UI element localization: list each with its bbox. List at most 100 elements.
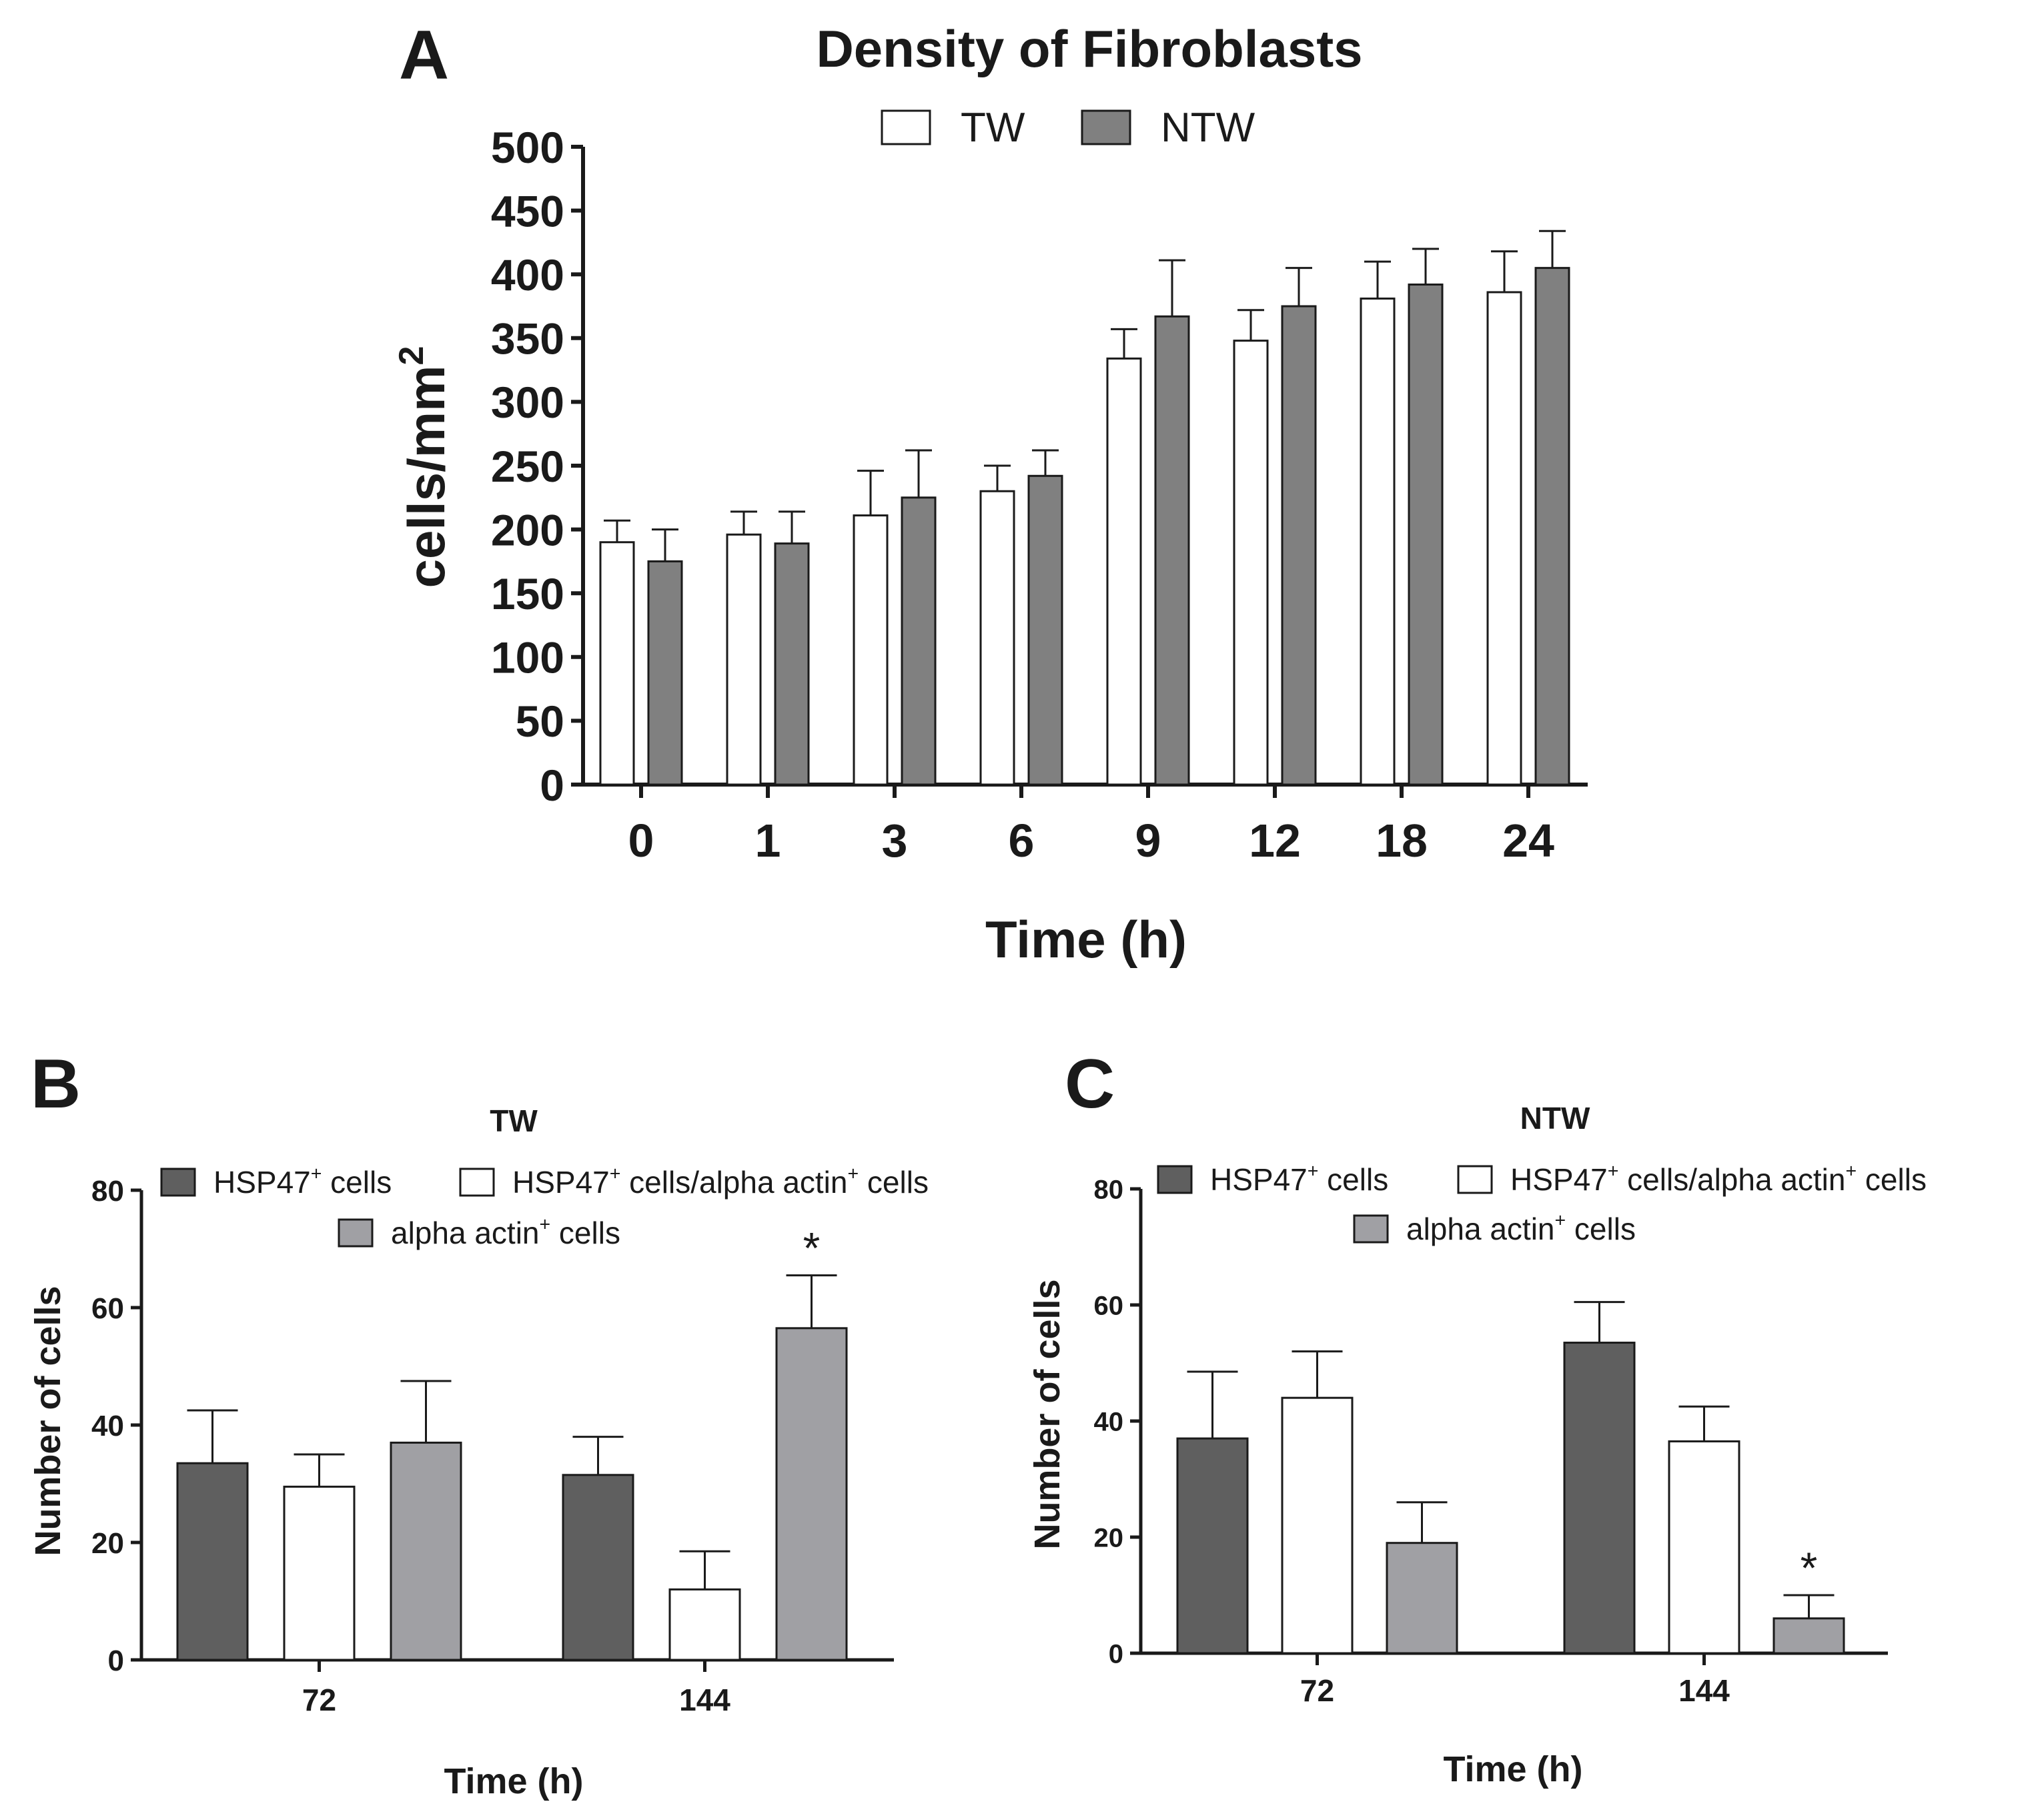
chart-c-legend-label-part: cells/alpha actin bbox=[1618, 1162, 1845, 1197]
chart-a-axes: 0 50 100 150 200 250 300 350 400 450 500 0 1 3 6 9 12 18 2… bbox=[491, 123, 1588, 867]
chart-a-bar bbox=[979, 490, 1015, 786]
chart-c-significance-annotation: * bbox=[1801, 1543, 1818, 1592]
chart-b-y-tick-label: 0 bbox=[108, 1645, 124, 1677]
chart-c-axes: 0 20 40 60 80 72 144 bbox=[1094, 1175, 1888, 1708]
chart-c-legend-label-part: HSP47 bbox=[1210, 1162, 1308, 1197]
chart-c-legend-label-part: cells bbox=[1318, 1162, 1388, 1197]
chart-c-bar bbox=[1668, 1440, 1740, 1655]
chart-c-y-tick-label: 40 bbox=[1094, 1407, 1124, 1436]
chart-b-bars: * bbox=[176, 1224, 848, 1661]
chart-a-bar bbox=[1281, 305, 1317, 786]
chart-a-ylabel: cells/mm2 bbox=[392, 346, 456, 588]
chart-c-x-tick-label: 72 bbox=[1300, 1673, 1334, 1708]
chart-a-bar bbox=[647, 560, 683, 786]
chart-a-bar bbox=[1106, 357, 1142, 786]
chart-c-title: NTW bbox=[1520, 1101, 1590, 1135]
chart-b-y-tick-label: 80 bbox=[91, 1175, 124, 1208]
chart-b-y-tick-label: 40 bbox=[91, 1410, 124, 1442]
chart-a-bar bbox=[1408, 283, 1444, 786]
chart-b-legend-label-part: cells bbox=[859, 1165, 929, 1200]
chart-c-legend-label-superscript: + bbox=[1608, 1161, 1619, 1182]
chart-b-axes: 0 20 40 60 80 72 144 bbox=[91, 1175, 894, 1717]
chart-a-y-tick-label: 350 bbox=[491, 314, 564, 364]
chart-a-bar bbox=[599, 541, 635, 786]
chart-c-legend-label-part: cells bbox=[1566, 1212, 1636, 1246]
chart-c-legend-label-superscript: + bbox=[1555, 1210, 1566, 1232]
chart-a-bar bbox=[774, 542, 810, 786]
chart-c-legend-label-part: cells bbox=[1857, 1162, 1927, 1197]
chart-c-legend-swatch bbox=[1157, 1165, 1193, 1194]
chart-c-legend-label-superscript: + bbox=[1846, 1161, 1857, 1182]
chart-a-y-tick-label: 300 bbox=[491, 378, 564, 427]
chart-a-bar bbox=[726, 533, 762, 786]
chart-a-xlabel: Time (h) bbox=[985, 910, 1187, 969]
chart-b-legend-label-superscript: + bbox=[610, 1164, 621, 1185]
chart-a-legend-label: NTW bbox=[1161, 105, 1255, 151]
chart-c-bar bbox=[1176, 1437, 1249, 1655]
chart-a-title: Density of Fibroblasts bbox=[816, 19, 1362, 78]
chart-b-legend-swatch bbox=[338, 1218, 374, 1248]
chart-a-bar bbox=[1486, 291, 1522, 786]
chart-panel-b: TW HSP47+ cells HSP47+ cells/alpha actin+… bbox=[28, 1103, 929, 1801]
chart-b-legend-label-part: alpha actin bbox=[391, 1216, 540, 1250]
chart-b-legend-swatch bbox=[459, 1168, 495, 1197]
chart-a-x-tick-label: 9 bbox=[1135, 815, 1161, 867]
chart-b-ylabel: Number of cells bbox=[28, 1286, 68, 1556]
chart-b-legend-label-part: cells bbox=[550, 1216, 620, 1250]
chart-a-bar bbox=[901, 496, 937, 786]
chart-a-y-tick-label: 250 bbox=[491, 442, 564, 491]
chart-a-y-tick-label: 0 bbox=[540, 761, 564, 810]
chart-a-y-tick-label: 450 bbox=[491, 186, 564, 236]
chart-a-bar bbox=[1360, 298, 1396, 786]
chart-b-legend-label: alpha actin+ cells bbox=[391, 1214, 620, 1250]
chart-b-legend-label: HSP47+ cells/alpha actin+ cells bbox=[512, 1164, 929, 1200]
chart-b-legend-label-superscript: + bbox=[848, 1164, 859, 1185]
chart-b-legend: HSP47+ cells HSP47+ cells/alpha actin+ ce… bbox=[160, 1164, 929, 1250]
chart-a-y-tick-label: 400 bbox=[491, 250, 564, 300]
chart-c-y-tick-label: 60 bbox=[1094, 1291, 1124, 1320]
chart-c-bar bbox=[1386, 1542, 1458, 1655]
panel-letter-c: C bbox=[1065, 1045, 1115, 1123]
panel-letter-a: A bbox=[399, 17, 449, 94]
chart-c-bars: * bbox=[1176, 1301, 1845, 1655]
chart-a-y-tick-label: 100 bbox=[491, 633, 564, 682]
chart-a-ylabel-text: cells/mm bbox=[397, 366, 456, 588]
chart-panel-a: Density of Fibroblasts TW NTW 05010015020… bbox=[392, 19, 1588, 969]
chart-b-y-tick-label: 60 bbox=[91, 1292, 124, 1325]
chart-c-legend-label-superscript: + bbox=[1308, 1161, 1319, 1182]
chart-b-bar bbox=[176, 1462, 249, 1661]
chart-b-legend-label: HSP47+ cells bbox=[213, 1164, 392, 1200]
chart-a-x-tick-label: 3 bbox=[882, 815, 908, 867]
chart-c-legend-label: HSP47+ cells bbox=[1210, 1161, 1388, 1197]
chart-b-x-tick-label: 144 bbox=[679, 1683, 730, 1717]
chart-a-ylabel-superscript: 2 bbox=[392, 346, 431, 366]
chart-b-legend-label-superscript: + bbox=[311, 1164, 322, 1185]
chart-a-legend-swatch bbox=[881, 109, 931, 145]
chart-a-bar bbox=[1027, 474, 1063, 786]
chart-b-legend-label-part: HSP47 bbox=[213, 1165, 311, 1200]
chart-b-x-tick-label: 72 bbox=[302, 1683, 336, 1717]
chart-c-y-tick-label: 80 bbox=[1094, 1175, 1124, 1204]
chart-a-y-tick-label: 150 bbox=[491, 569, 564, 618]
chart-b-legend-label-superscript: + bbox=[540, 1214, 551, 1236]
chart-c-xlabel: Time (h) bbox=[1443, 1749, 1582, 1789]
chart-c-y-tick-label: 20 bbox=[1094, 1523, 1124, 1552]
chart-b-legend-label-part: HSP47 bbox=[512, 1165, 610, 1200]
chart-b-bar bbox=[775, 1327, 848, 1661]
chart-a-x-tick-label: 18 bbox=[1376, 815, 1428, 867]
chart-c-bar bbox=[1281, 1396, 1354, 1655]
chart-a-bar bbox=[1233, 340, 1269, 786]
chart-b-xlabel: Time (h) bbox=[444, 1761, 583, 1801]
chart-b-bar bbox=[668, 1588, 741, 1661]
chart-a-x-tick-label: 12 bbox=[1249, 815, 1301, 867]
chart-c-legend-label-part: HSP47 bbox=[1510, 1162, 1608, 1197]
chart-a-legend-swatch bbox=[1081, 109, 1131, 145]
chart-panel-c: NTW HSP47+ cells HSP47+ cells/alpha actin… bbox=[1027, 1101, 1927, 1789]
chart-b-bar bbox=[283, 1485, 356, 1661]
chart-a-legend-label: TW bbox=[961, 105, 1025, 151]
chart-c-legend: HSP47+ cells HSP47+ cells/alpha actin+ ce… bbox=[1157, 1161, 1927, 1246]
chart-c-x-tick-label: 144 bbox=[1678, 1673, 1730, 1708]
chart-a-legend: TW NTW bbox=[881, 105, 1255, 151]
chart-a-y-tick-label: 500 bbox=[491, 123, 564, 172]
chart-a-x-tick-label: 1 bbox=[755, 815, 781, 867]
